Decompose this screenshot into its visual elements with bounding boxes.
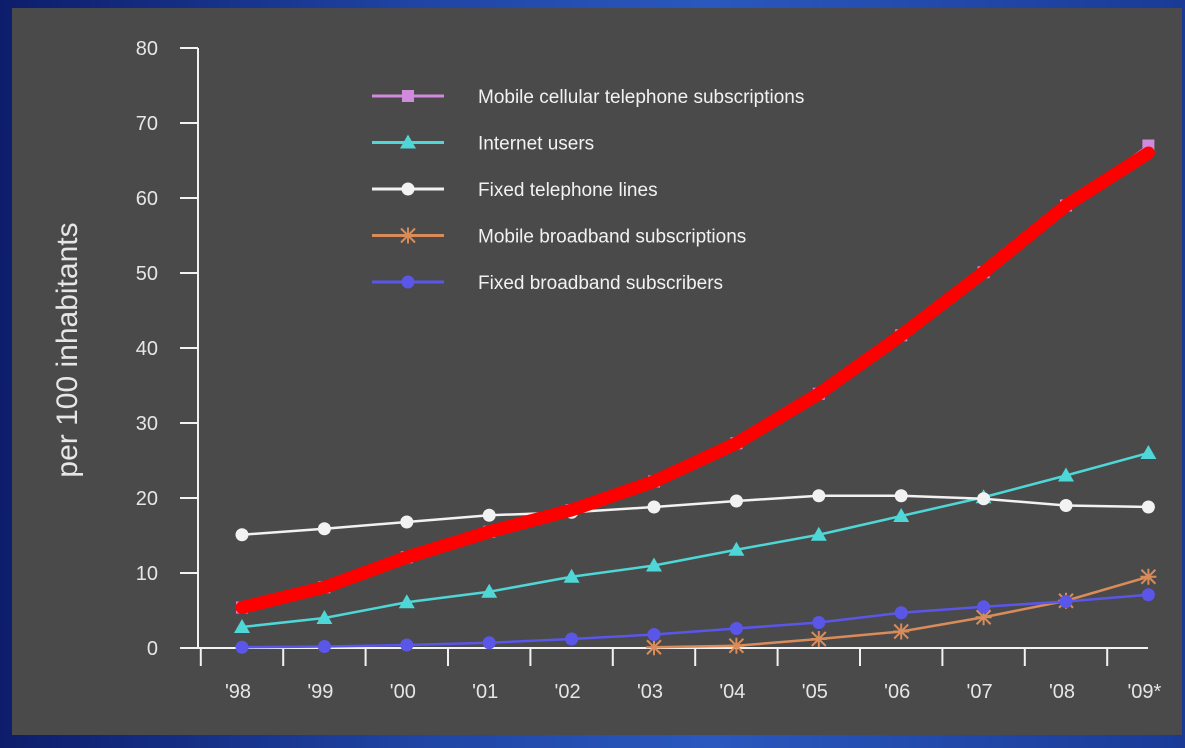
data-point — [235, 528, 249, 542]
data-point — [1141, 588, 1155, 602]
data-point — [729, 494, 743, 508]
series-line — [241, 593, 1149, 649]
series-2 — [234, 445, 1157, 633]
legend-item: Mobile broadband subscriptions — [372, 227, 746, 248]
x-tick-label: '06 — [884, 681, 910, 703]
x-axis: '98 '99 '00 '01 '02 '03 '04 '05 '06 '07 '08 '09* — [180, 647, 1162, 703]
data-point — [1140, 445, 1157, 459]
x-tick-label: '09* — [1127, 681, 1161, 703]
series-line — [241, 451, 1149, 629]
legend-label: Internet users — [478, 134, 594, 155]
data-point — [234, 619, 250, 633]
x-tick-label: '05 — [802, 681, 828, 703]
series-1 — [236, 139, 1155, 614]
data-point — [728, 637, 745, 654]
y-axis-label: per 100 inhabitants — [51, 222, 84, 477]
x-tick-label: '04 — [719, 681, 745, 703]
data-point — [317, 522, 331, 536]
data-point — [398, 594, 415, 609]
data-point — [647, 628, 661, 641]
data-point — [893, 508, 910, 522]
x-tick-label: '01 — [472, 681, 498, 703]
x-tick-label: '99 — [307, 681, 333, 703]
legend-item: Fixed broadband subscribers — [372, 273, 723, 294]
y-tick-label: 30 — [136, 413, 158, 435]
legend-item: Mobile cellular telephone subscriptions — [372, 87, 804, 108]
y-tick-label: 10 — [136, 563, 158, 585]
legend: Mobile cellular telephone subscriptions I… — [372, 87, 804, 294]
legend-swatch-marker — [401, 275, 415, 289]
y-tick-label: 80 — [136, 38, 158, 60]
data-point — [729, 622, 743, 635]
legend-swatch-marker — [400, 134, 416, 149]
data-point — [565, 632, 579, 646]
data-point — [646, 557, 662, 572]
y-tick-label: 70 — [136, 113, 158, 135]
data-point — [317, 640, 331, 653]
data-point — [894, 489, 908, 503]
data-point — [1141, 500, 1155, 514]
legend-swatch-marker — [402, 90, 414, 102]
y-tick-label: 40 — [136, 338, 158, 360]
data-point — [482, 636, 496, 650]
legend-label: Mobile cellular telephone subscriptions — [478, 87, 804, 108]
x-tick-label: '00 — [390, 681, 416, 703]
highlight-overlay — [235, 146, 1155, 614]
y-tick-label: 20 — [136, 488, 158, 510]
data-point — [235, 640, 249, 654]
data-point — [977, 600, 991, 614]
data-point — [482, 508, 496, 522]
x-tick-label: '08 — [1049, 681, 1075, 703]
x-tick-label: '98 — [225, 681, 251, 703]
series-5 — [235, 588, 1155, 654]
series-line — [241, 144, 1150, 609]
legend-label: Mobile broadband subscriptions — [478, 227, 746, 248]
legend-label: Fixed telephone lines — [478, 180, 658, 201]
data-point — [646, 639, 662, 656]
data-point — [400, 515, 414, 529]
legend-label: Fixed broadband subscribers — [478, 273, 723, 294]
y-tick-label: 60 — [136, 188, 158, 210]
data-point — [563, 568, 580, 583]
data-point — [481, 583, 498, 598]
data-point — [893, 623, 910, 640]
legend-swatch-marker — [401, 182, 415, 196]
x-tick-label: '02 — [555, 681, 581, 703]
y-tick-label: 50 — [136, 263, 158, 285]
data-point — [1059, 595, 1073, 608]
data-point — [977, 492, 991, 506]
x-tick-label: '03 — [637, 681, 663, 703]
data-point — [810, 631, 827, 647]
data-point — [728, 541, 745, 556]
legend-item: Internet users — [372, 134, 594, 155]
series-line — [241, 494, 1149, 536]
data-point — [894, 606, 908, 620]
data-point — [1140, 568, 1157, 585]
highlight-line — [235, 146, 1155, 614]
data-point — [1059, 499, 1073, 512]
data-point — [647, 500, 661, 514]
data-point — [1058, 467, 1074, 482]
y-tick-label: 0 — [147, 638, 158, 660]
data-point — [812, 616, 826, 629]
legend-swatch-marker — [400, 227, 416, 244]
x-tick-label: '07 — [967, 681, 993, 703]
legend-item: Fixed telephone lines — [372, 180, 658, 201]
data-point — [810, 526, 827, 541]
series-3 — [235, 489, 1155, 542]
data-point — [316, 610, 333, 624]
data-point — [400, 638, 414, 652]
y-axis: 0 10 20 30 40 50 60 70 80 — [136, 38, 199, 660]
data-point — [812, 489, 826, 503]
series-layer — [234, 139, 1157, 656]
